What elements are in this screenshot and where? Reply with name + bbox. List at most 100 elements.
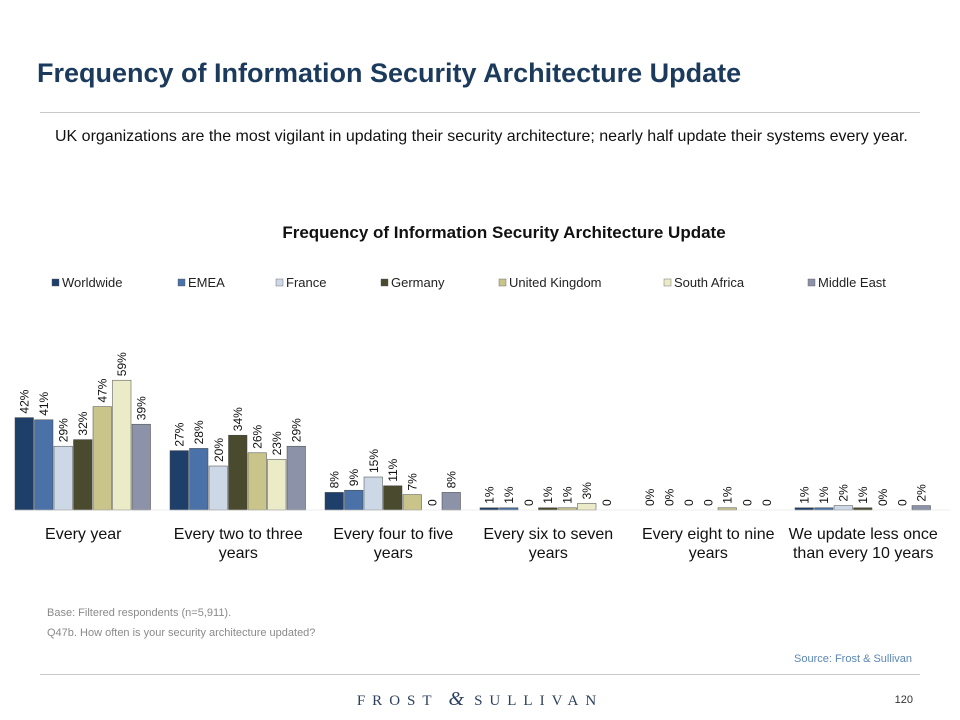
data-label-emea-3: 9% — [347, 469, 361, 487]
bar-germany-3 — [383, 485, 403, 511]
bar-germany-2 — [228, 434, 248, 511]
legend-label: France — [286, 275, 326, 290]
data-label-worldwide-5: 0% — [643, 488, 657, 506]
bar-germany-6 — [853, 507, 873, 511]
data-label-france-2: 20% — [212, 438, 226, 462]
bar-emea-4 — [499, 507, 519, 511]
bar-france-6 — [833, 505, 853, 511]
category-label-5: Every eight to nine years — [642, 526, 775, 562]
data-label-middle-east-4: 0 — [600, 499, 614, 506]
logo-right-word: SULLIVAN — [474, 693, 604, 709]
legend-label: Middle East — [818, 275, 886, 290]
data-label-germany-6: 1% — [856, 486, 870, 504]
legend-swatch — [380, 278, 389, 287]
base-note: Base: Filtered respondents (n=5,911). — [47, 607, 232, 619]
data-label-france-4: 0 — [522, 499, 536, 506]
data-label-middle-east-1: 39% — [135, 396, 149, 420]
data-label-united-kingdom-4: 1% — [561, 486, 575, 504]
category-label-4: Every six to seven years — [483, 526, 613, 562]
data-label-france-1: 29% — [57, 418, 71, 442]
chart-title: Frequency of Information Security Archit… — [282, 223, 725, 242]
chart-bars — [12, 379, 950, 511]
data-label-middle-east-3: 8% — [445, 471, 459, 489]
data-label-south-africa-3: 0 — [425, 499, 439, 506]
bar-south-africa-2 — [267, 459, 287, 511]
data-label-worldwide-3: 8% — [328, 471, 342, 489]
bar-united-kingdom-5 — [717, 507, 737, 511]
legend-item-france: France — [275, 275, 326, 290]
data-label-worldwide-4: 1% — [483, 486, 497, 504]
data-label-germany-3: 11% — [386, 458, 400, 481]
data-label-worldwide-2: 27% — [173, 422, 187, 446]
bar-france-3 — [363, 476, 383, 511]
category-label-3: Every four to five years — [333, 526, 453, 562]
data-label-south-africa-5: 0 — [740, 499, 754, 506]
bar-worldwide-3 — [324, 492, 344, 511]
data-label-emea-6: 1% — [817, 486, 831, 504]
legend-swatch — [177, 278, 186, 287]
data-label-emea-5: 0% — [662, 488, 676, 506]
category-label-2: Every two to three years — [174, 526, 303, 562]
data-label-united-kingdom-5: 1% — [721, 486, 735, 504]
data-label-emea-2: 28% — [192, 420, 206, 444]
bar-emea-1 — [34, 419, 54, 511]
legend-item-middle-east: Middle East — [807, 275, 886, 290]
data-label-south-africa-1: 59% — [115, 352, 129, 376]
legend-item-worldwide: Worldwide — [51, 275, 122, 290]
bar-worldwide-2 — [169, 450, 189, 511]
data-label-south-africa-2: 23% — [270, 431, 284, 455]
legend-item-germany: Germany — [380, 275, 445, 290]
data-label-south-africa-4: 3% — [580, 482, 594, 500]
data-label-germany-1: 32% — [76, 411, 90, 435]
data-label-germany-4: 1% — [541, 486, 555, 504]
data-label-united-kingdom-6: 0% — [876, 488, 890, 506]
bar-emea-3 — [344, 489, 364, 511]
legend-label: United Kingdom — [509, 275, 602, 290]
data-label-germany-2: 34% — [231, 407, 245, 431]
bar-emea-6 — [814, 507, 834, 511]
bar-emea-2 — [189, 448, 209, 511]
data-label-middle-east-5: 0 — [760, 499, 774, 506]
chart-legend: Worldwide EMEA France Germany United Kingdom… — [51, 275, 886, 290]
bar-germany-4 — [538, 507, 558, 511]
footer-divider — [40, 674, 920, 675]
legend-label: Germany — [391, 275, 445, 290]
legend-label: South Africa — [674, 275, 745, 290]
bar-france-1 — [53, 445, 73, 511]
page-title: Frequency of Information Security Archit… — [37, 58, 742, 88]
data-label-worldwide-6: 1% — [798, 486, 812, 504]
bar-germany-1 — [73, 439, 93, 511]
question-note: Q47b. How often is your security archite… — [47, 627, 316, 639]
frost-sullivan-logo: FROST & SULLIVAN — [0, 688, 960, 711]
data-label-france-3: 15% — [367, 449, 381, 473]
logo-left-word: FROST — [356, 693, 439, 709]
title-divider — [40, 112, 920, 113]
bar-worldwide-1 — [14, 417, 34, 511]
bar-united-kingdom-3 — [402, 494, 422, 511]
data-label-middle-east-6: 2% — [915, 484, 929, 502]
data-label-worldwide-1: 42% — [18, 389, 32, 413]
bar-united-kingdom-1 — [92, 406, 112, 511]
category-label-1: Every year — [45, 526, 122, 543]
logo-ampersand: & — [448, 688, 465, 710]
data-label-emea-1: 41% — [37, 391, 51, 415]
data-label-south-africa-6: 0 — [895, 499, 909, 506]
data-label-united-kingdom-1: 47% — [96, 378, 110, 402]
data-label-germany-5: 0 — [701, 499, 715, 506]
bar-france-2 — [208, 465, 228, 511]
bar-worldwide-6 — [794, 507, 814, 511]
chart-data-labels: 42% 41% 29% 32% 47% 59% 39% 27% 28% 20% 34% 26% 23% 2… — [18, 352, 929, 506]
legend-item-south-africa: South Africa — [663, 275, 745, 290]
legend-swatch — [807, 278, 816, 287]
bar-middle-east-2 — [286, 445, 306, 511]
legend-swatch — [51, 278, 60, 287]
data-label-france-5: 0 — [682, 499, 696, 506]
data-label-united-kingdom-3: 7% — [406, 473, 420, 491]
legend-label: Worldwide — [62, 275, 122, 290]
legend-swatch — [498, 278, 507, 287]
bar-worldwide-4 — [479, 507, 499, 511]
bar-united-kingdom-4 — [557, 507, 577, 511]
source-note: Source: Frost & Sullivan — [794, 653, 912, 665]
page-number: 120 — [894, 694, 913, 706]
chart-category-labels: Every year Every two to three years Every f… — [45, 526, 938, 562]
